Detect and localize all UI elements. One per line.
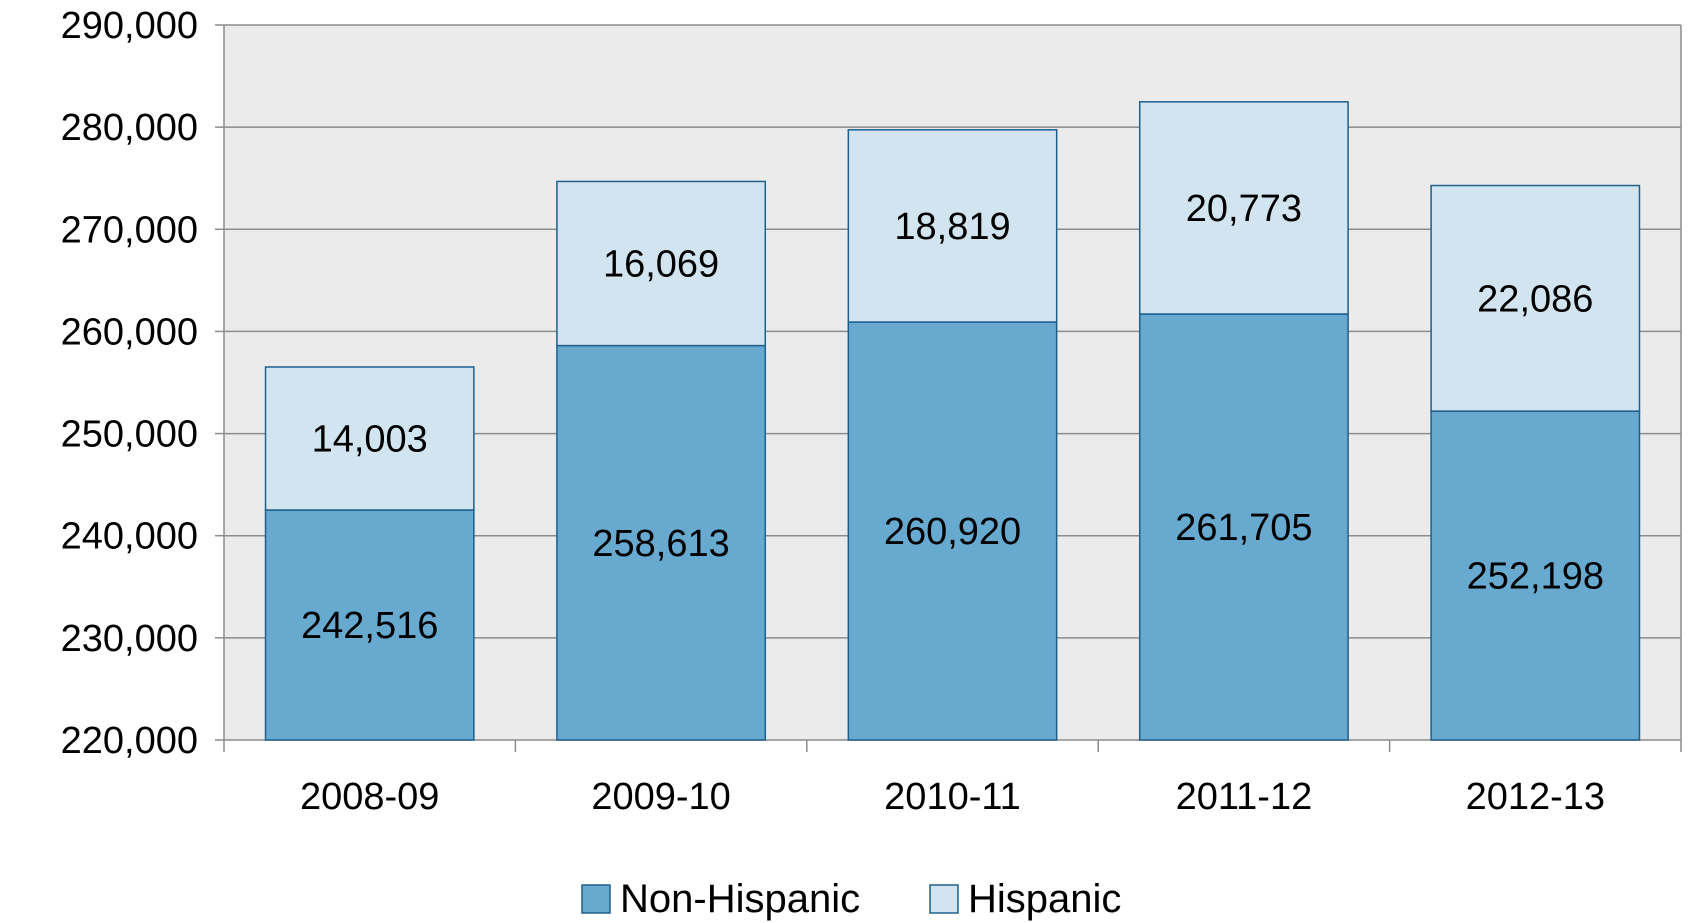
- data-label: 258,613: [592, 523, 729, 565]
- data-labels: 242,516 14,003 258,613 16,069 260,920 18,819 2…: [301, 188, 1604, 647]
- y-axis: 220,000 230,000 240,000 250,000 260,000 270,0…: [61, 5, 1682, 762]
- data-label: 20,773: [1186, 188, 1302, 230]
- data-label: 22,086: [1477, 278, 1593, 320]
- y-tick-label: 220,000: [61, 720, 198, 762]
- bar-segment: [847, 129, 1058, 323]
- bar-segment: [556, 180, 767, 347]
- bar-segment: [1430, 410, 1641, 741]
- legend-swatch: [929, 884, 959, 914]
- legend-label: Non-Hispanic: [620, 877, 860, 921]
- legend: Non-Hispanic Hispanic: [581, 877, 1121, 921]
- x-tick-label: 2010-11: [884, 776, 1021, 818]
- data-label: 18,819: [894, 206, 1010, 248]
- y-tick-label: 260,000: [61, 311, 198, 353]
- x-tick-label: 2009-10: [591, 776, 730, 818]
- bars: [264, 101, 1641, 741]
- y-tick-label: 290,000: [61, 5, 198, 47]
- y-tick-label: 230,000: [61, 618, 198, 660]
- data-label: 242,516: [301, 605, 438, 647]
- legend-label: Hispanic: [968, 877, 1121, 921]
- data-label: 14,003: [312, 418, 428, 460]
- bar-segment: [1138, 313, 1349, 741]
- y-tick-label: 270,000: [61, 209, 198, 251]
- data-label: 16,069: [603, 244, 719, 286]
- data-label: 261,705: [1175, 507, 1312, 549]
- bar-segment: [264, 509, 475, 741]
- y-tick-label: 280,000: [61, 107, 198, 149]
- bar-segment: [847, 321, 1058, 741]
- x-axis: 2008-09 2009-10 2010-11 2011-12 2012-13: [223, 739, 1682, 818]
- y-tick-label: 240,000: [61, 516, 198, 558]
- y-tick-label: 250,000: [61, 414, 198, 456]
- x-tick-label: 2012-13: [1466, 776, 1605, 818]
- bar-segment: [264, 366, 475, 511]
- legend-swatch: [581, 884, 611, 914]
- bar-segment: [1430, 184, 1641, 412]
- x-tick-label: 2008-09: [300, 776, 439, 818]
- bar-segment: [556, 344, 767, 741]
- data-label: 252,198: [1467, 556, 1604, 598]
- x-tick-label: 2011-12: [1176, 776, 1313, 818]
- data-label: 260,920: [884, 511, 1021, 553]
- bar-segment: [1138, 101, 1349, 315]
